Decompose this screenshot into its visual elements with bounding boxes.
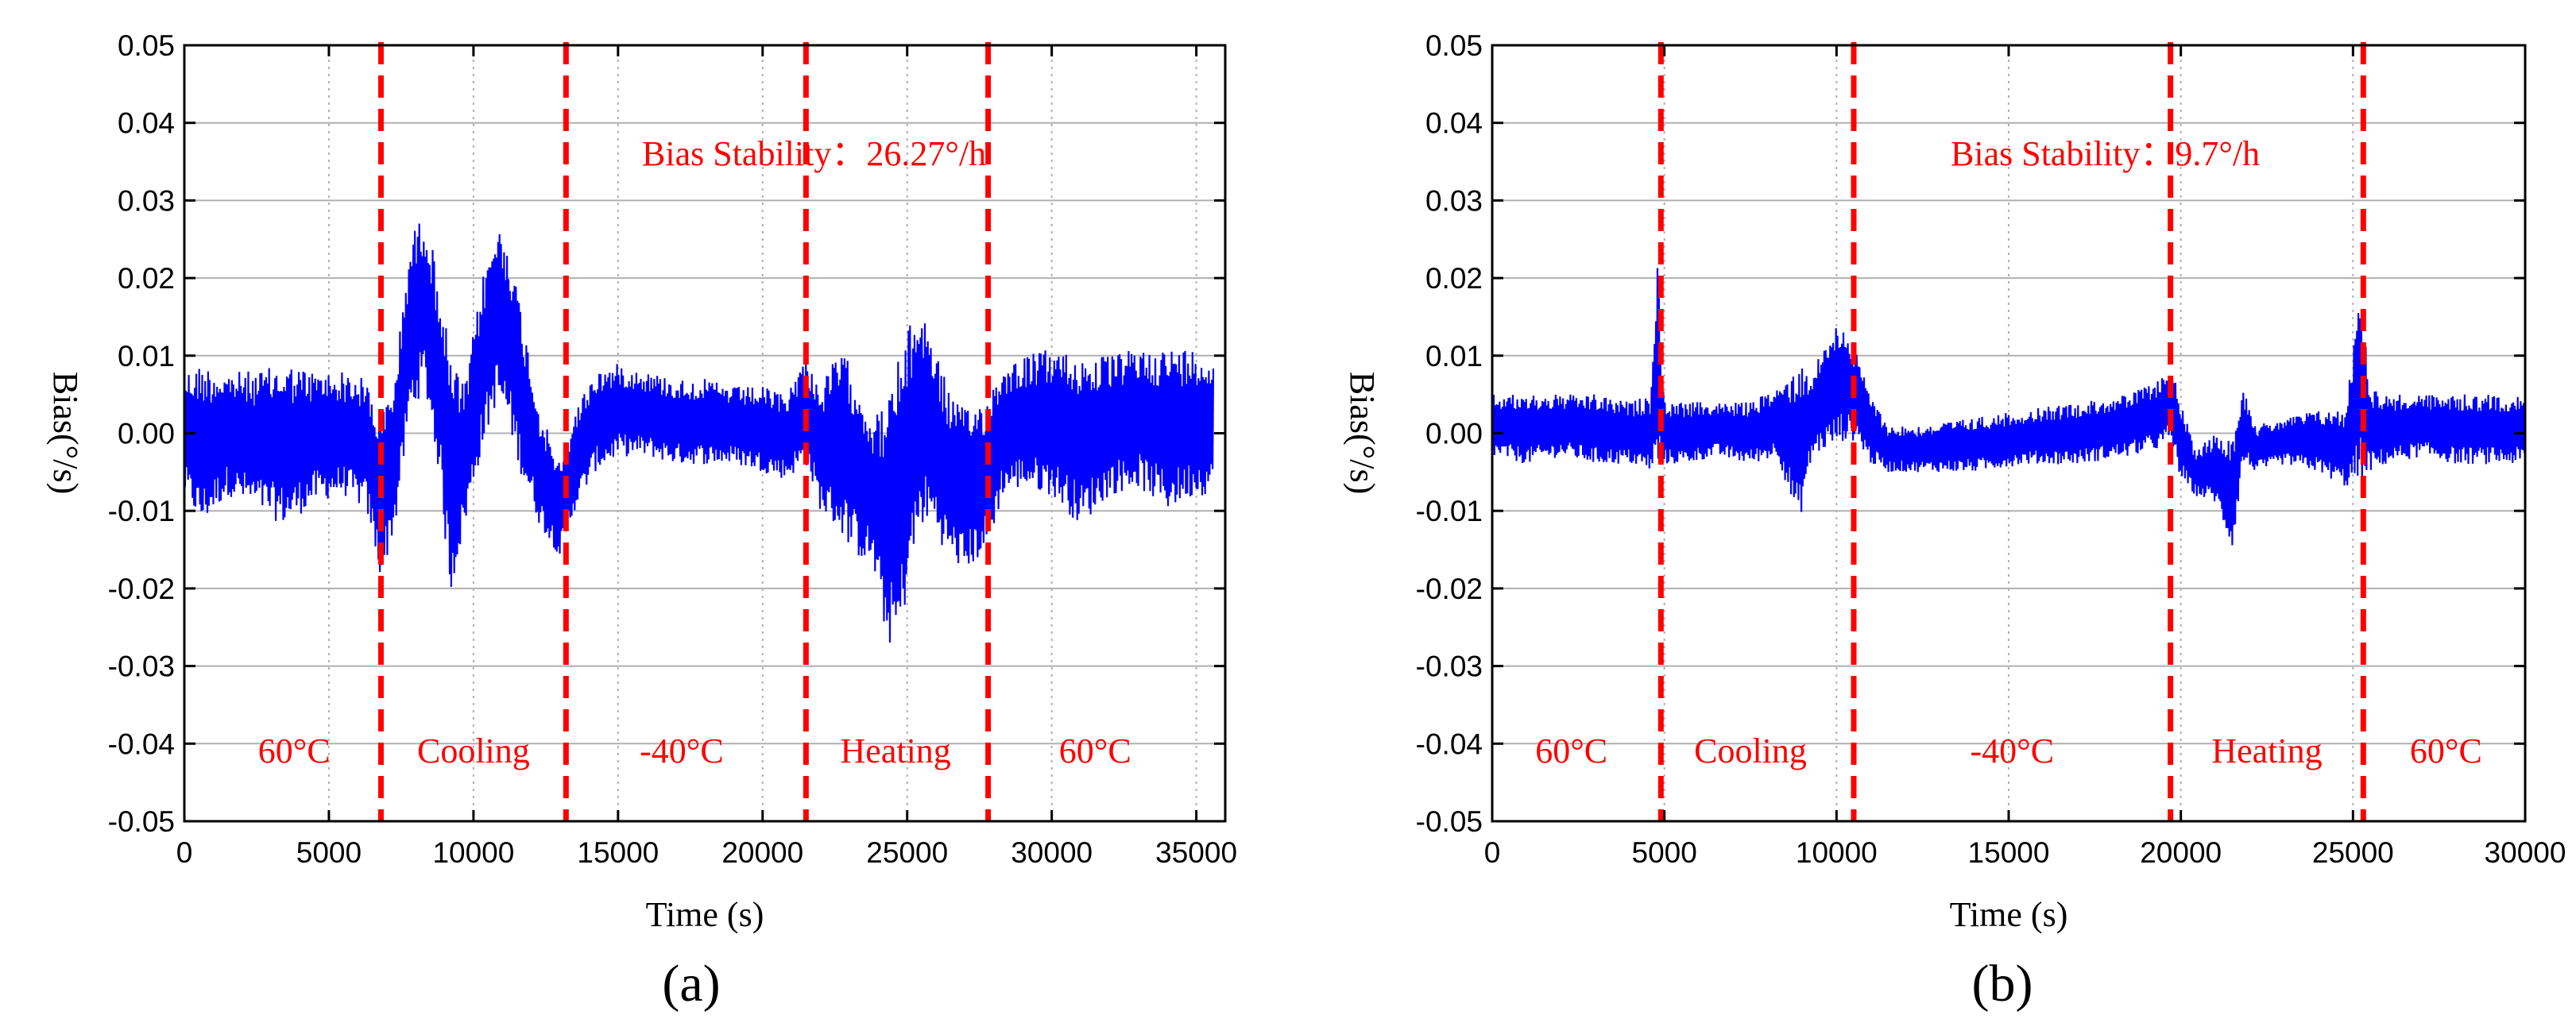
x-tick-label: 25000 — [2312, 836, 2394, 869]
y-tick-label: 0.02 — [118, 262, 175, 295]
x-axis-label: Time (s) — [1950, 895, 2068, 934]
phase-label: -40°C — [1971, 731, 2055, 770]
phase-label: -40°C — [640, 731, 724, 770]
chart-panel-b: -0.05 -0.04 -0.03 -0.02 -0.01 0.00 0.01 0.02 0.0… — [1343, 29, 2566, 1013]
x-tick-label: 20000 — [721, 836, 803, 869]
y-tick-label: 0.00 — [1425, 418, 1483, 450]
y-tick-label: 0.05 — [118, 29, 175, 62]
x-tick-label: 30000 — [1011, 836, 1093, 869]
x-tick-label: 15000 — [577, 836, 659, 869]
chart-panel-a: -0.05 -0.04 -0.03 -0.02 -0.01 0.00 0.01 0.02 0.0… — [46, 29, 1237, 1013]
phase-label: 60°C — [1059, 731, 1131, 770]
y-tick-label: -0.04 — [108, 728, 175, 760]
y-tick-label: -0.03 — [1416, 650, 1483, 683]
y-tick-label: -0.02 — [1416, 573, 1483, 605]
y-axis-label: Bias(°/s) — [1343, 372, 1382, 494]
y-tick-label: -0.01 — [1416, 495, 1483, 527]
x-tick-label: 20000 — [2140, 836, 2222, 869]
phase-label: 60°C — [2410, 731, 2482, 770]
phase-label: Heating — [841, 731, 951, 770]
x-tick-label: 15000 — [1968, 836, 2050, 869]
x-tick-label: 25000 — [866, 836, 948, 869]
x-tick-label: 35000 — [1155, 836, 1237, 869]
y-tick-label: -0.03 — [108, 650, 175, 683]
y-tick-label: 0.04 — [118, 107, 175, 140]
bias-signal-line — [1491, 268, 2526, 546]
y-tick-label: 0.04 — [1425, 107, 1483, 140]
x-tick-label: 0 — [176, 836, 193, 869]
y-tick-label: -0.01 — [108, 495, 175, 527]
x-tick-label: 5000 — [296, 836, 362, 869]
x-tick-label: 5000 — [1632, 836, 1697, 869]
y-tick-label: 0.01 — [118, 340, 175, 372]
y-tick-label: 0.05 — [1425, 29, 1483, 62]
y-tick-label: -0.05 — [1416, 805, 1483, 838]
bias-signal-line — [183, 223, 1215, 643]
bias-stability-annotation: Bias Stability：26.27°/h — [642, 134, 986, 173]
y-tick-label: -0.05 — [108, 805, 175, 838]
x-axis-label: Time (s) — [646, 895, 764, 934]
panel-label: (a) — [662, 955, 720, 1013]
y-tick-label: -0.02 — [108, 573, 175, 605]
x-tick-label: 30000 — [2485, 836, 2566, 869]
panel-label: (b) — [1972, 955, 2033, 1013]
y-tick-label: 0.02 — [1425, 262, 1483, 295]
phase-label: 60°C — [258, 731, 331, 770]
x-tick-label: 0 — [1484, 836, 1501, 869]
y-tick-label: -0.04 — [1416, 728, 1483, 760]
phase-label: Cooling — [1694, 731, 1807, 770]
y-tick-label: 0.01 — [1425, 340, 1483, 372]
x-tick-label: 10000 — [432, 836, 514, 869]
y-tick-label: 0.03 — [118, 184, 175, 217]
phase-label: 60°C — [1535, 731, 1607, 770]
phase-label: Cooling — [417, 731, 530, 770]
y-tick-label: 0.00 — [118, 418, 175, 450]
phase-label: Heating — [2211, 731, 2322, 770]
bias-stability-annotation: Bias Stability：9.7°/h — [1951, 134, 2260, 173]
x-tick-label: 10000 — [1796, 836, 1878, 869]
y-tick-label: 0.03 — [1425, 184, 1483, 217]
y-axis-label: Bias(°/s) — [46, 372, 85, 494]
